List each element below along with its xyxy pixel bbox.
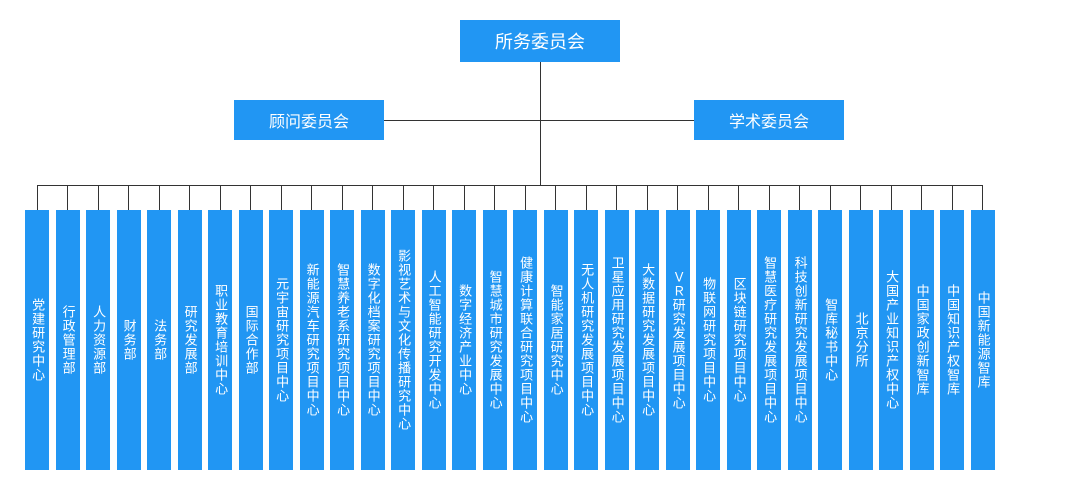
connector-line: [98, 185, 99, 210]
dept-18: 无人机研究发展项目中心: [574, 210, 598, 470]
connector-line: [540, 62, 541, 185]
dept-25: 科技创新研究发展项目中心: [788, 210, 812, 470]
connector-line: [250, 185, 251, 210]
connector-line: [555, 185, 556, 210]
dept-27: 北京分所: [849, 210, 873, 470]
top-committee: 所务委员会: [460, 20, 620, 62]
connector-line: [982, 185, 983, 210]
connector-line: [830, 185, 831, 210]
connector-line: [708, 185, 709, 210]
connector-line: [921, 185, 922, 210]
dept-7: 国际合作部: [239, 210, 263, 470]
connector-line: [647, 185, 648, 210]
connector-line: [311, 185, 312, 210]
connector-line: [952, 185, 953, 210]
dept-10: 智慧养老系研究项目中心: [330, 210, 354, 470]
dept-5: 研究发展部: [178, 210, 202, 470]
connector-line: [189, 185, 190, 210]
connector-line: [540, 120, 694, 121]
dept-1: 行政管理部: [56, 210, 80, 470]
dept-14: 数字经济产业中心: [452, 210, 476, 470]
connector-line: [128, 185, 129, 210]
connector-line: [738, 185, 739, 210]
connector-line: [159, 185, 160, 210]
connector-line: [891, 185, 892, 210]
connector-line: [433, 185, 434, 210]
dept-28: 大国产业知识产权中心: [879, 210, 903, 470]
dept-3: 财务部: [117, 210, 141, 470]
dept-24: 智慧医疗研究发展项目中心: [757, 210, 781, 470]
connector-line: [67, 185, 68, 210]
dept-11: 数字化档案研究项目中心: [361, 210, 385, 470]
dept-12: 影视艺术与文化传播研究中心: [391, 210, 415, 470]
connector-line: [464, 185, 465, 210]
connector-line: [860, 185, 861, 210]
dept-23: 区块链研究项目中心: [727, 210, 751, 470]
connector-line: [586, 185, 587, 210]
academic-committee: 学术委员会: [694, 100, 844, 140]
org-chart: 所务委员会顾问委员会 学术委员会党建研究中心行政管理部人力资源部财务部法务部研究发…: [0, 0, 1078, 504]
connector-line: [677, 185, 678, 210]
connector-line: [372, 185, 373, 210]
connector-line: [403, 185, 404, 210]
dept-15: 智慧城市研究发展中心: [483, 210, 507, 470]
connector-line: [37, 185, 984, 186]
dept-19: 卫星应用研究发展项目中心: [605, 210, 629, 470]
dept-22: 物联网研究项目中心: [696, 210, 720, 470]
connector-line: [384, 120, 540, 121]
dept-6: 职业教育培训中心: [208, 210, 232, 470]
dept-0: 党建研究中心: [25, 210, 49, 470]
dept-17: 智能家居研究中心: [544, 210, 568, 470]
dept-20: 大数据研究发展项目中心: [635, 210, 659, 470]
dept-4: 法务部: [147, 210, 171, 470]
connector-line: [220, 185, 221, 210]
dept-29: 中国家政创新智库: [910, 210, 934, 470]
dept-8: 元宇宙研究项目中心: [269, 210, 293, 470]
connector-line: [494, 185, 495, 210]
connector-line: [37, 185, 38, 210]
connector-line: [525, 185, 526, 210]
connector-line: [799, 185, 800, 210]
connector-line: [616, 185, 617, 210]
dept-21: ＶＲ研究发展项目中心: [666, 210, 690, 470]
dept-16: 健康计算联合研究项目中心: [513, 210, 537, 470]
dept-31: 中国新能源智库: [971, 210, 995, 470]
advisory-committee: 顾问委员会: [234, 100, 384, 140]
dept-9: 新能源汽车研究项目中心: [300, 210, 324, 470]
dept-26: 智库秘书中心: [818, 210, 842, 470]
dept-13: 人工智能研究开发中心: [422, 210, 446, 470]
connector-line: [769, 185, 770, 210]
dept-30: 中国知识产权智库: [940, 210, 964, 470]
connector-line: [281, 185, 282, 210]
connector-line: [342, 185, 343, 210]
dept-2: 人力资源部: [86, 210, 110, 470]
